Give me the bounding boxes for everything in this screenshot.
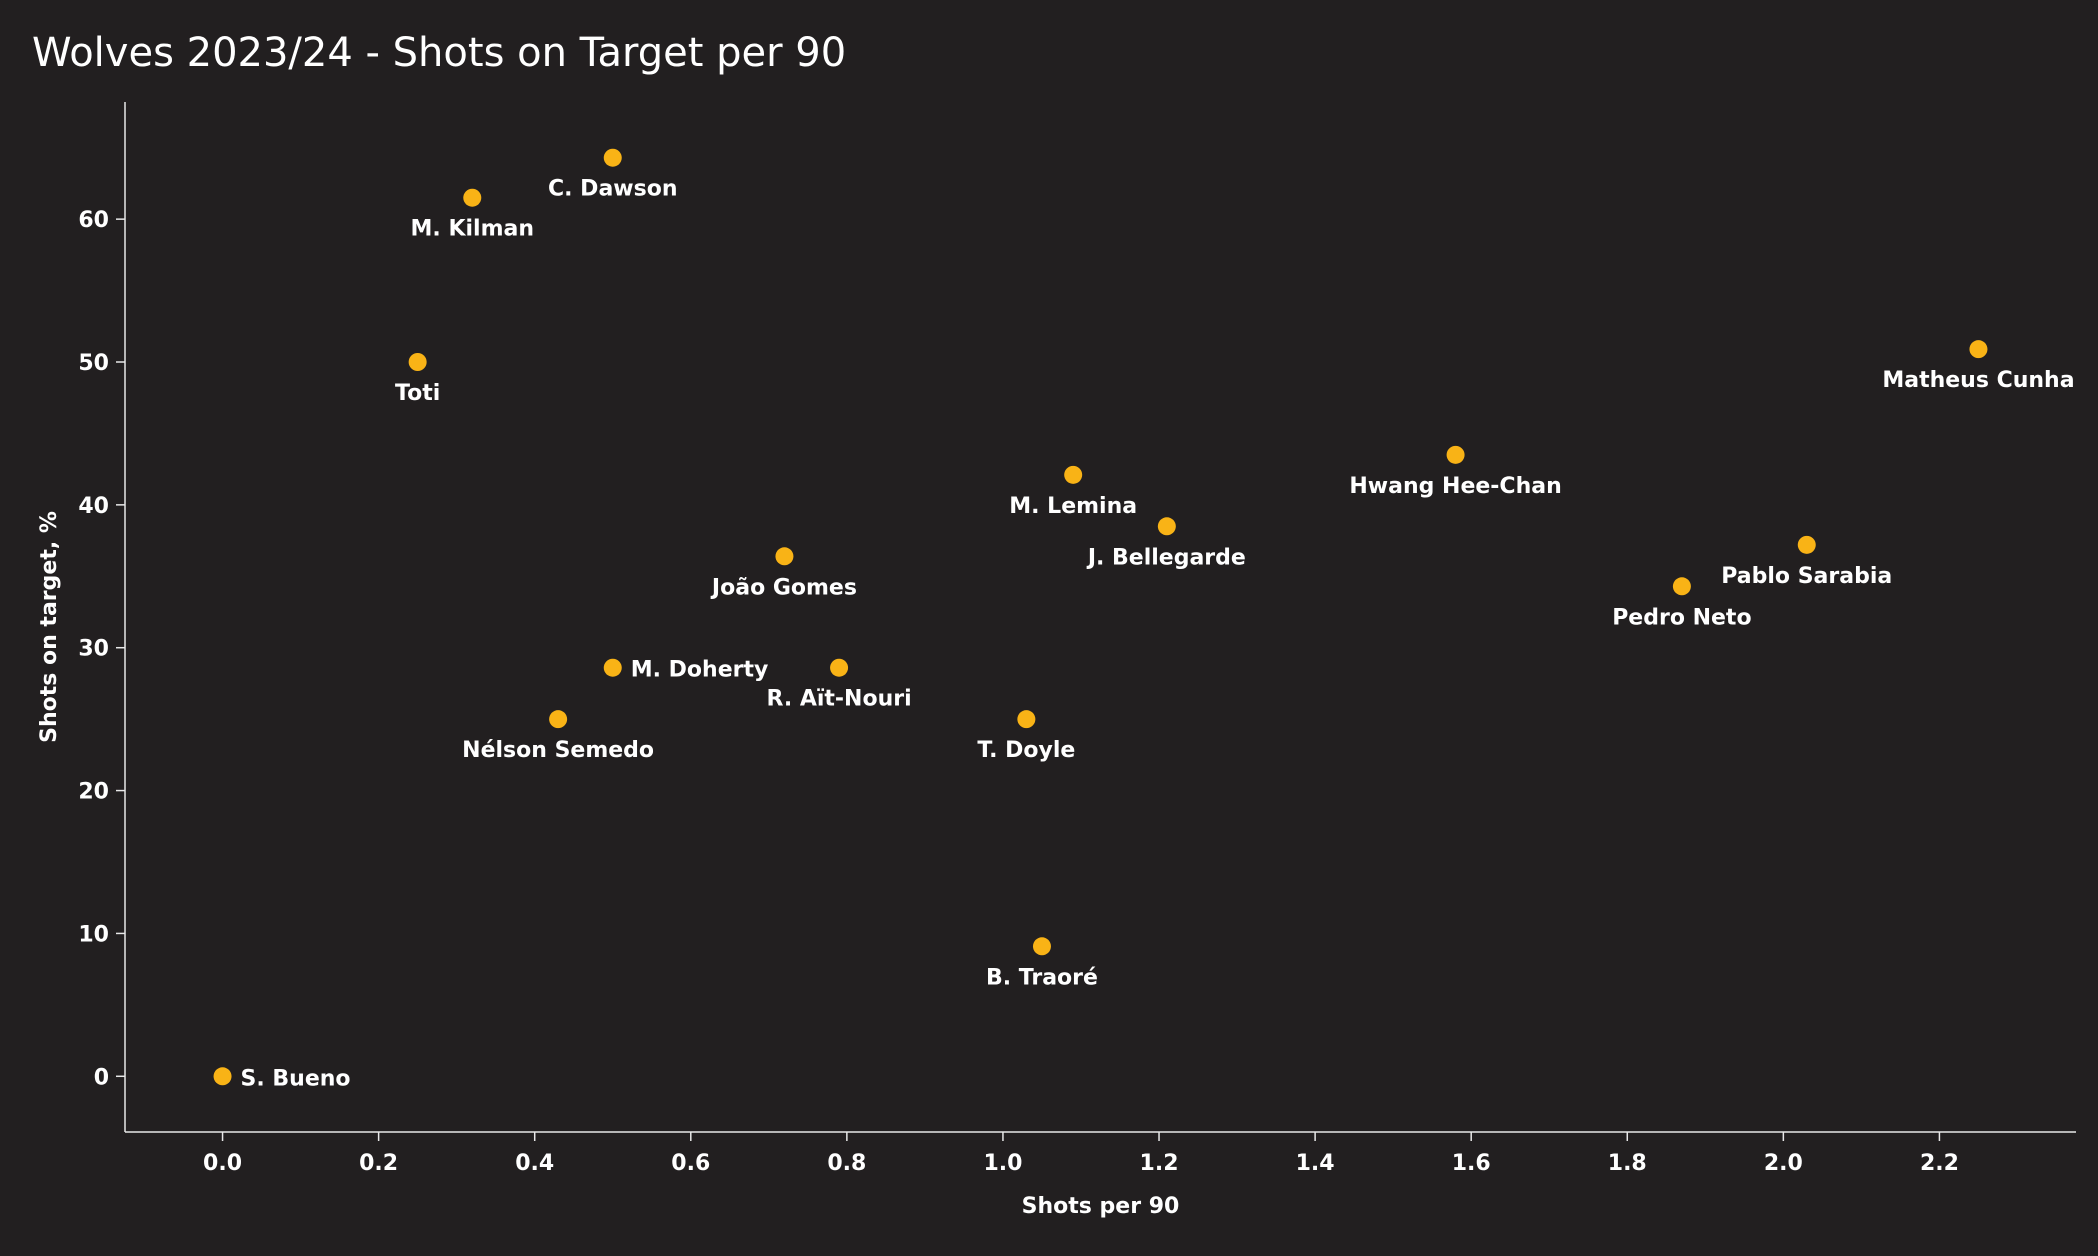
x-tick-label: 1.0 <box>983 1151 1022 1176</box>
data-point-label: J. Bellegarde <box>1086 545 1246 570</box>
data-point <box>1017 710 1036 729</box>
x-tick-label: 0.8 <box>827 1151 866 1176</box>
data-point-labels: S. Bueno Toti M. Kilman C. Dawson Nélson Sem… <box>241 177 2075 1092</box>
x-tick-label: 2.0 <box>1764 1151 1803 1176</box>
x-tick-label: 1.4 <box>1296 1151 1335 1176</box>
axes <box>124 102 2076 1133</box>
data-point-label: Toti <box>395 381 440 406</box>
x-tick-label: 1.2 <box>1140 1151 1179 1176</box>
data-point <box>775 547 794 566</box>
data-point-label: Nélson Semedo <box>462 738 654 763</box>
data-point <box>1157 517 1176 536</box>
data-point <box>603 658 622 677</box>
data-point-label: Pablo Sarabia <box>1721 564 1892 589</box>
y-tick-label: 60 <box>78 208 109 233</box>
x-tick-label: 0.6 <box>671 1151 710 1176</box>
data-point-label: M. Kilman <box>411 217 534 242</box>
data-points <box>213 148 1988 1086</box>
data-point <box>1672 577 1691 596</box>
data-point <box>1064 465 1083 484</box>
y-tick-label: 10 <box>78 922 109 947</box>
y-tick-label: 0 <box>94 1065 109 1090</box>
x-axis-label: Shots per 90 <box>1022 1194 1180 1219</box>
data-point <box>1969 340 1988 359</box>
data-point-label: B. Traoré <box>986 965 1098 990</box>
y-tick-label: 40 <box>78 494 109 519</box>
data-point-label: Pedro Neto <box>1612 605 1751 630</box>
data-point <box>213 1067 232 1086</box>
data-point <box>549 710 568 729</box>
y-tick-label: 50 <box>78 351 109 376</box>
data-point-label: João Gomes <box>710 575 857 600</box>
x-tick-label: 1.6 <box>1452 1151 1491 1176</box>
x-axis-ticks: 0.0 0.2 0.4 0.6 0.8 1.0 1.2 1.4 1.6 1.8 2.0 2.2 <box>203 1132 1959 1176</box>
y-axis-label: Shots on target, % <box>37 511 62 743</box>
data-point <box>830 658 849 677</box>
data-point <box>408 353 427 371</box>
data-point-label: M. Doherty <box>631 658 769 683</box>
x-tick-label: 1.8 <box>1608 1151 1647 1176</box>
y-axis-ticks: 0 10 20 30 40 50 60 <box>78 208 125 1090</box>
data-point <box>603 148 622 167</box>
data-point-label: M. Lemina <box>1009 494 1137 519</box>
data-point <box>1032 937 1051 956</box>
x-tick-label: 0.4 <box>515 1151 554 1176</box>
data-point <box>1797 535 1816 554</box>
x-tick-label: 0.2 <box>359 1151 398 1176</box>
data-point-label: T. Doyle <box>977 738 1075 763</box>
data-point-label: C. Dawson <box>548 177 677 202</box>
data-point-label: S. Bueno <box>241 1066 351 1091</box>
x-tick-label: 0.0 <box>203 1151 242 1176</box>
data-point-label: R. Aït-Nouri <box>766 687 911 712</box>
chart-title: Wolves 2023/24 - Shots on Target per 90 <box>32 30 847 76</box>
data-point <box>1446 445 1465 464</box>
data-point-label: Hwang Hee-Chan <box>1349 474 1561 499</box>
data-point-label: Matheus Cunha <box>1882 368 2074 393</box>
y-tick-label: 30 <box>78 637 109 662</box>
x-tick-label: 2.2 <box>1920 1151 1959 1176</box>
data-point <box>463 188 482 207</box>
y-tick-label: 20 <box>78 780 109 805</box>
